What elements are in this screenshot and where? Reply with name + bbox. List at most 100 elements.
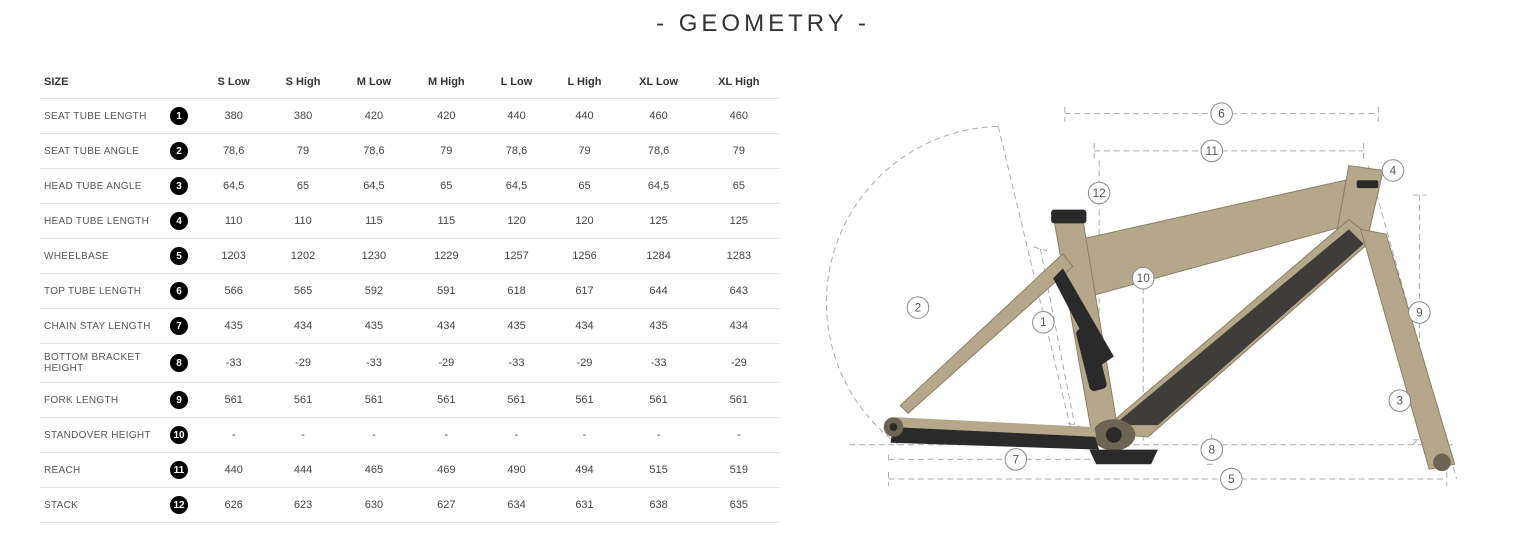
cell-value: - [620,418,698,453]
cell-value: 434 [549,309,619,344]
cell-value: 65 [267,169,338,204]
cell-value: 110 [200,204,267,239]
geometry-diagram: 1 2 3 4 5 6 7 8 9 10 11 12 [820,68,1486,508]
cell-value: 120 [549,204,619,239]
cell-value: 592 [339,274,409,309]
dim-label-9: 9 [1409,302,1431,324]
cell-value: 465 [339,453,409,488]
table-row: BOTTOM BRACKET HEIGHT8-33-29-33-29-33-29… [40,344,780,383]
table-row: SEAT TUBE LENGTH138038042042044044046046… [40,99,780,134]
svg-text:1: 1 [1040,316,1047,329]
cell-value: -29 [698,344,780,383]
cell-value: 78,6 [620,134,698,169]
table-row: CHAIN STAY LENGTH74354344354344354344354… [40,309,780,344]
cell-value: - [267,418,338,453]
cell-value: 380 [267,99,338,134]
table-row: REACH11440444465469490494515519 [40,453,780,488]
cell-value: 515 [620,453,698,488]
cell-value: - [698,418,780,453]
cell-value: 1229 [409,239,483,274]
row-index-badge: 1 [170,99,200,134]
row-label: STACK [40,488,170,523]
cell-value: 561 [549,383,619,418]
dim-label-8: 8 [1201,439,1223,461]
cell-value: 79 [698,134,780,169]
cell-value: 1230 [339,239,409,274]
cell-value: 631 [549,488,619,523]
row-index-badge: 8 [170,344,200,383]
row-label: WHEELBASE [40,239,170,274]
cell-value: 618 [484,274,550,309]
table-row: HEAD TUBE LENGTH411011011511512012012512… [40,204,780,239]
cell-value: -29 [409,344,483,383]
row-index-badge: 9 [170,383,200,418]
svg-text:12: 12 [1093,187,1106,200]
header-col: S Low [200,68,267,99]
cell-value: 561 [409,383,483,418]
cell-value: 1202 [267,239,338,274]
cell-value: 440 [484,99,550,134]
row-index-badge: 2 [170,134,200,169]
row-index-badge: 7 [170,309,200,344]
cell-value: - [549,418,619,453]
cell-value: 78,6 [484,134,550,169]
cell-value: -29 [267,344,338,383]
cell-value: 65 [698,169,780,204]
cell-value: 435 [200,309,267,344]
cell-value: 561 [620,383,698,418]
cell-value: 64,5 [620,169,698,204]
cell-value: 110 [267,204,338,239]
cell-value: 630 [339,488,409,523]
header-col: M Low [339,68,409,99]
cell-value: 617 [549,274,619,309]
cell-value: 435 [339,309,409,344]
svg-text:10: 10 [1137,272,1151,285]
cell-value: 627 [409,488,483,523]
dim-label-5: 5 [1221,468,1243,490]
cell-value: 440 [200,453,267,488]
cell-value: 79 [409,134,483,169]
cell-value: 566 [200,274,267,309]
cell-value: 1256 [549,239,619,274]
cell-value: 635 [698,488,780,523]
cell-value: 469 [409,453,483,488]
row-label: CHAIN STAY LENGTH [40,309,170,344]
cell-value: 420 [339,99,409,134]
section-title: - GEOMETRY - [40,10,1486,38]
cell-value: -33 [339,344,409,383]
row-label: HEAD TUBE LENGTH [40,204,170,239]
cell-value: 644 [620,274,698,309]
row-label: REACH [40,453,170,488]
cell-value: 78,6 [339,134,409,169]
header-col: XL High [698,68,780,99]
header-col: L High [549,68,619,99]
cell-value: 561 [484,383,550,418]
cell-value: 494 [549,453,619,488]
row-label: HEAD TUBE ANGLE [40,169,170,204]
header-size: SIZE [40,68,170,99]
row-label: SEAT TUBE LENGTH [40,99,170,134]
cell-value: 434 [409,309,483,344]
svg-text:3: 3 [1397,395,1404,408]
cell-value: 460 [698,99,780,134]
cell-value: 638 [620,488,698,523]
dim-label-10: 10 [1132,267,1154,289]
cell-value: 120 [484,204,550,239]
row-index-badge: 6 [170,274,200,309]
row-label: TOP TUBE LENGTH [40,274,170,309]
cell-value: 79 [549,134,619,169]
row-index-badge: 4 [170,204,200,239]
dim-label-3: 3 [1389,390,1411,412]
svg-text:4: 4 [1390,164,1397,177]
svg-text:2: 2 [915,302,922,315]
cell-value: 490 [484,453,550,488]
cell-value: -33 [620,344,698,383]
cell-value: 65 [409,169,483,204]
cell-value: 561 [339,383,409,418]
dim-label-11: 11 [1201,140,1223,162]
row-label: SEAT TUBE ANGLE [40,134,170,169]
row-label: BOTTOM BRACKET HEIGHT [40,344,170,383]
cell-value: - [409,418,483,453]
cell-value: 1283 [698,239,780,274]
cell-value: 79 [267,134,338,169]
